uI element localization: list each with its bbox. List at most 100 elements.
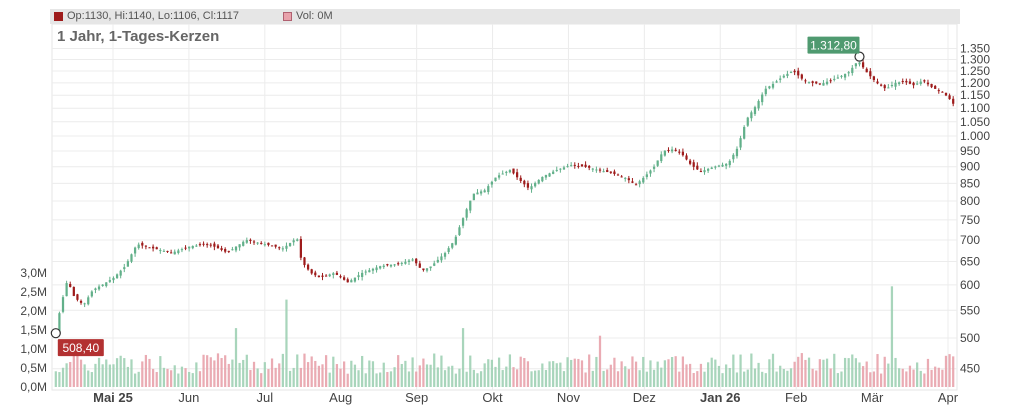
volume-bar: [696, 371, 699, 387]
volume-tick-label: 2,0M: [20, 304, 47, 318]
volume-bar: [328, 372, 331, 387]
candle-body: [674, 149, 677, 151]
candle-body: [598, 169, 602, 171]
volume-bar: [757, 362, 760, 387]
volume-bar: [793, 361, 796, 387]
volume-bar: [526, 361, 530, 387]
candle-body: [602, 171, 605, 173]
candle-body: [202, 243, 205, 245]
candle-body: [422, 268, 425, 271]
candle-body: [501, 173, 504, 175]
price-tick-label: 1.200: [960, 76, 990, 90]
candle-body: [162, 250, 166, 252]
candle-body: [310, 269, 313, 274]
candle-body: [750, 112, 753, 119]
candle-body: [916, 83, 919, 85]
candle-body: [451, 243, 454, 248]
volume-bar: [901, 368, 904, 387]
low-marker: [50, 328, 61, 339]
candle-body: [858, 62, 861, 65]
candle-body: [335, 272, 339, 275]
volume-bar: [620, 361, 623, 387]
candle-body: [753, 107, 757, 115]
candle-body: [231, 249, 234, 251]
candle-body: [436, 259, 439, 263]
candle-body: [613, 171, 616, 175]
volume-bar: [861, 366, 865, 387]
volume-bar: [836, 373, 839, 387]
volume-bar: [440, 355, 443, 387]
volume-bar: [461, 328, 465, 387]
candle-body: [555, 169, 558, 171]
candle-body: [245, 240, 248, 243]
volume-bar: [905, 371, 908, 387]
candle-body: [714, 166, 717, 168]
candle-body: [306, 264, 310, 270]
volume-bar: [151, 368, 155, 387]
candle-body: [735, 148, 739, 157]
candle-body: [130, 254, 133, 262]
volume-bar: [490, 359, 494, 387]
volume-bar: [804, 359, 807, 387]
volume-bar: [537, 370, 540, 387]
candle-body: [494, 177, 497, 182]
volume-bar: [54, 371, 57, 387]
volume-bar: [497, 357, 501, 387]
volume-bar: [941, 369, 944, 387]
candle-body: [206, 244, 209, 246]
candle-body: [137, 244, 140, 249]
candle-body: [288, 243, 292, 247]
volume-bar: [847, 358, 850, 387]
candle-body: [663, 150, 666, 156]
price-tick-label: 1.150: [960, 88, 990, 102]
candle-body: [847, 72, 850, 74]
candle-body: [361, 272, 364, 277]
volume-bar: [472, 369, 475, 387]
volume-bar: [771, 353, 775, 387]
volume-bar: [465, 371, 468, 387]
candle-body: [440, 256, 443, 261]
volume-bar: [343, 361, 346, 387]
candle-body: [761, 94, 764, 103]
volume-bar: [894, 357, 897, 387]
high-label-box: [807, 36, 860, 54]
volume-bar: [494, 366, 497, 387]
candle-body: [692, 162, 695, 167]
volume-tick-label: 1,5M: [20, 323, 47, 337]
candle-body: [209, 244, 212, 246]
candle-body: [721, 164, 724, 167]
candle-body: [317, 275, 321, 278]
volume-bar: [609, 364, 612, 387]
candle-body: [429, 266, 432, 269]
candle-body: [898, 82, 901, 85]
volume-bar: [559, 362, 562, 387]
volume-bar: [58, 372, 61, 387]
low-label-text: 508,40: [62, 341, 99, 355]
volume-bar: [105, 359, 108, 387]
candle-body: [595, 169, 598, 171]
candle-body: [869, 71, 872, 77]
candle-body: [105, 282, 108, 287]
candle-body: [357, 275, 360, 278]
volume-bar: [123, 358, 126, 387]
price-tick-label: 1.100: [960, 101, 990, 115]
time-tick-label: Jul: [257, 390, 274, 405]
volume-bar: [346, 373, 349, 387]
price-tick-label: 950: [960, 144, 980, 158]
candle-body: [339, 276, 342, 278]
price-tick-label: 550: [960, 303, 980, 317]
candle-body: [919, 81, 922, 84]
candle-body: [926, 82, 930, 85]
volume-bar: [523, 358, 526, 387]
candle-body: [912, 82, 915, 86]
candle-body: [292, 240, 295, 243]
volume-bar: [732, 354, 735, 387]
candle-body: [537, 179, 540, 184]
price-tick-label: 600: [960, 278, 980, 292]
legend-volume: Vol: 0M: [283, 9, 333, 24]
volume-bar: [429, 364, 432, 387]
volume-bar: [115, 358, 119, 387]
candle-body: [461, 218, 465, 226]
volume-bar: [670, 357, 674, 387]
